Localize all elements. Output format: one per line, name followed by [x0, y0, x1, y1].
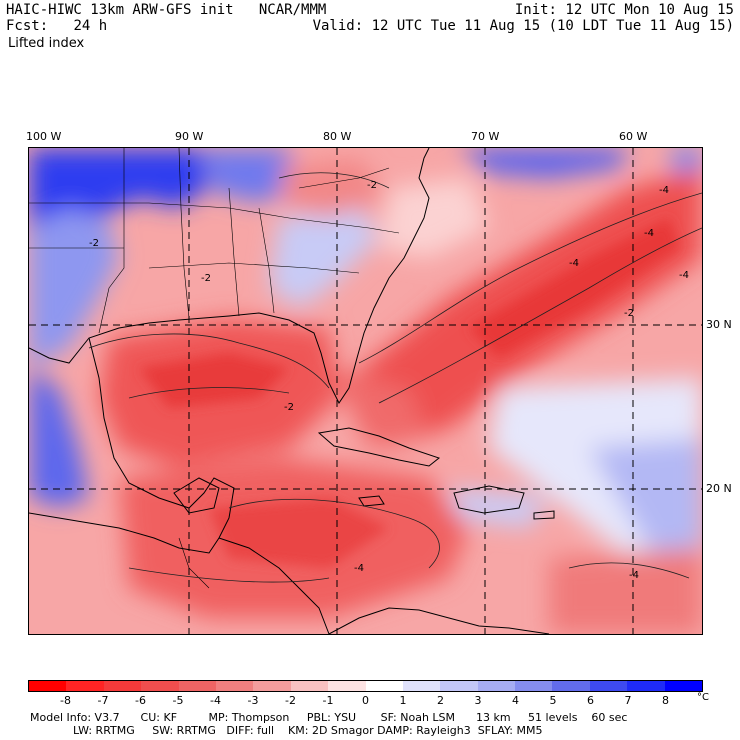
stable-region-southeast-coast	[269, 208, 379, 308]
cuba-outline	[317, 427, 441, 467]
unstable-region-bahamas	[329, 368, 429, 448]
colorbar-swatch	[141, 681, 179, 691]
colorbar	[28, 680, 703, 692]
lon-label-60w: 60 W	[619, 130, 648, 143]
lat-label-20n: 20 N	[706, 482, 732, 495]
colorbar-tick-label: 7	[624, 694, 632, 707]
colorbar-tick-label: 0	[362, 694, 369, 707]
colorbar-tick-label: 2	[437, 694, 444, 707]
stable-region-ohio-valley	[199, 148, 299, 203]
contour-label: -2	[89, 238, 99, 249]
colorbar-swatch	[103, 681, 142, 691]
stable-region-northeast	[459, 148, 629, 178]
colorbar-swatch	[365, 681, 403, 691]
valid-time: Valid: 12 UTC Tue 11 Aug 15 (10 LDT Tue …	[312, 18, 734, 34]
lon-label-70w: 70 W	[471, 130, 500, 143]
strong-unstable-core-atlantic	[469, 218, 679, 358]
neutral-region-mid-atlantic	[379, 178, 489, 258]
colorbar-tick-label: -6	[135, 694, 146, 707]
unstable-region-south-atlantic	[549, 548, 702, 634]
colorbar-swatch	[664, 681, 703, 691]
stable-region-hispaniola	[449, 488, 549, 528]
colorbar-swatch	[440, 681, 478, 691]
contours	[88, 172, 702, 583]
colorbar-tick-label: 3	[474, 694, 482, 707]
colorbar-tick-label: -8	[60, 694, 71, 707]
colorbar-tick-label: 6	[587, 694, 594, 707]
model-title: HAIC-HIWC 13km ARW-GFS init	[6, 2, 234, 18]
strong-unstable-core-gulf	[139, 353, 289, 408]
mexico-coast	[29, 337, 235, 554]
colorbar-swatch	[477, 681, 516, 691]
gulf-coast	[29, 148, 430, 404]
colorbar-tick-label: -5	[172, 694, 184, 707]
state-borders	[29, 148, 400, 589]
contour-label: -4	[569, 258, 579, 269]
colorbar-tick-label: 8	[662, 694, 669, 707]
hispaniola-outline	[453, 485, 525, 514]
colorbar-tick-label: 1	[399, 694, 407, 707]
colorbar-swatch	[178, 681, 216, 691]
colorbar-swatch	[515, 681, 553, 691]
colorbar-swatch	[215, 681, 254, 691]
colorbar-tick-label: 5	[549, 694, 557, 707]
colorbar-tick-label: -7	[97, 694, 109, 707]
colorbar-tick-label: -4	[210, 694, 221, 707]
contour-label: -2	[201, 273, 211, 284]
colorbar-swatch	[290, 681, 329, 691]
colorbar-swatch	[253, 681, 291, 691]
coastlines	[29, 148, 555, 634]
contour-label: -4	[629, 570, 639, 581]
colorbar-swatch	[66, 681, 104, 691]
header-left: HAIC-HIWC 13km ARW-GFS init NCAR/MMM Fcs…	[6, 2, 326, 34]
header-right: Init: 12 UTC Mon 10 Aug 15 Valid: 12 UTC…	[313, 2, 734, 34]
field-name: Lifted index	[8, 36, 85, 51]
graticule	[29, 148, 702, 634]
stability-field	[29, 148, 702, 634]
contour-label: -2	[624, 308, 634, 319]
stable-region-atlantic-far-east	[589, 438, 702, 568]
contour-label: -2	[367, 180, 377, 191]
stable-region-northwest	[29, 148, 209, 228]
colorbar-swatch	[627, 681, 665, 691]
jamaica-outline	[358, 495, 385, 507]
colorbar-swatch	[589, 681, 628, 691]
lon-label-100w: 100 W	[26, 130, 62, 143]
forecast-hours: 24 h	[73, 18, 108, 34]
colorbar-swatch	[29, 681, 67, 691]
puerto-rico-outline	[533, 510, 555, 520]
contour-label: -4	[679, 270, 689, 281]
colorbar-swatch	[402, 681, 441, 691]
colorbar-swatch	[328, 681, 366, 691]
contour-label: -4	[659, 185, 669, 196]
contour-label: -2	[284, 402, 294, 413]
contour-labels: -2 -2 -2 -2 -4 -4 -4 -4 -2 -4 -4	[89, 180, 689, 581]
colorbar-unit: °C	[697, 692, 709, 703]
contour-label: -4	[644, 228, 654, 239]
init-time: Init: 12 UTC Mon 10 Aug 15	[514, 2, 734, 18]
lifted-index-map: -2 -2 -2 -2 -4 -4 -4 -4 -2 -4 -4	[28, 147, 703, 635]
lon-label-90w: 90 W	[175, 130, 204, 143]
colorbar-tick-label: 4	[512, 694, 519, 707]
lat-label-30n: 30 N	[706, 318, 732, 331]
colorbar-swatch	[552, 681, 590, 691]
south-america-coast	[328, 607, 550, 634]
strong-unstable-core-caribbean	[209, 498, 389, 568]
org-label: NCAR/MMM	[258, 2, 327, 18]
yucatan-outline	[173, 477, 220, 514]
model-info-line-1: Model Info: V3.7 CU: KF MP: Thompson PBL…	[30, 711, 628, 724]
forecast-label: Fcst:	[6, 18, 49, 34]
lon-label-80w: 80 W	[323, 130, 352, 143]
contour-label: -4	[354, 563, 364, 574]
colorbar-tick-label: -3	[247, 694, 259, 707]
central-america-coast	[218, 537, 330, 634]
colorbar-tick-label: -2	[285, 694, 296, 707]
stable-region-texas-mexico	[29, 368, 89, 508]
colorbar-tick-label: -1	[322, 694, 334, 707]
model-info-line-2: LW: RRTMG SW: RRTMG DIFF: full KM: 2D Sm…	[73, 724, 543, 737]
